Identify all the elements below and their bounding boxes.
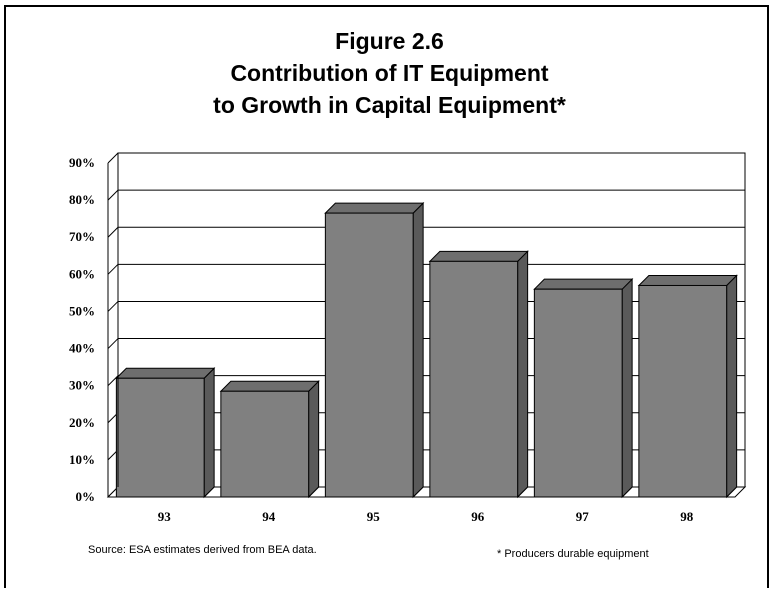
y-tick-label: 10% [69,452,95,467]
side-wall-tick [107,226,119,238]
bar-side [412,201,424,499]
axis-layer [107,153,119,497]
bar-top [115,367,216,379]
y-tick-label: 30% [69,378,95,393]
x-category-label: 98 [680,509,694,524]
y-tick-label: 50% [69,303,95,318]
y-tick-label: 90% [69,155,95,170]
bar-side [517,250,529,499]
bars-layer [115,201,738,499]
chart-title-line-2: Contribution of IT Equipment [230,60,549,86]
y-tick-label: 60% [69,266,95,281]
side-wall-tick [107,152,119,164]
bar-front [324,212,414,498]
bar-front [429,260,519,498]
y-tick-label: 70% [69,229,95,244]
y-tick-label: 80% [69,192,95,207]
bar-top [324,202,425,214]
bar-top [219,380,320,392]
bar-top [428,250,529,262]
x-category-label: 94 [262,509,276,524]
bar [219,380,320,499]
bar-top [637,274,738,286]
bar-front [533,288,623,498]
producers-note: * Producers durable equipment [497,548,649,560]
side-wall-tick [107,338,119,349]
bar-side [621,277,633,499]
side-wall-tick [107,263,119,275]
figure-frame [4,5,769,588]
x-category-label: 97 [576,509,590,524]
bar [115,367,216,499]
bar-top [533,278,634,290]
bar-side [726,274,738,499]
bar-front [115,377,205,498]
bar [637,274,738,499]
labels-layer: 0% 10% 20% 30% 40% 50% 60% 70% 80% 90% 93 94 95 96 97 9… [69,155,694,524]
side-wall-tick [107,375,119,387]
bar [324,201,425,499]
bar-side [308,380,320,499]
bar-front [220,390,310,498]
x-category-label: 93 [158,509,172,524]
side-wall-tick [107,301,119,312]
source-note: Source: ESA estimates derived from BEA d… [88,544,317,556]
chart-title-line-1: Figure 2.6 [335,28,444,54]
chart-title-line-3: to Growth in Capital Equipment* [213,92,566,118]
bar [533,277,634,499]
bar-side [203,367,215,499]
bar [428,250,529,499]
x-category-label: 95 [367,509,381,524]
y-tick-label: 0% [76,489,96,504]
y-tick-label: 20% [69,415,95,430]
side-wall-tick [107,189,119,201]
y-tick-label: 40% [69,341,95,356]
x-category-label: 96 [471,509,485,524]
bar-front [638,284,728,498]
